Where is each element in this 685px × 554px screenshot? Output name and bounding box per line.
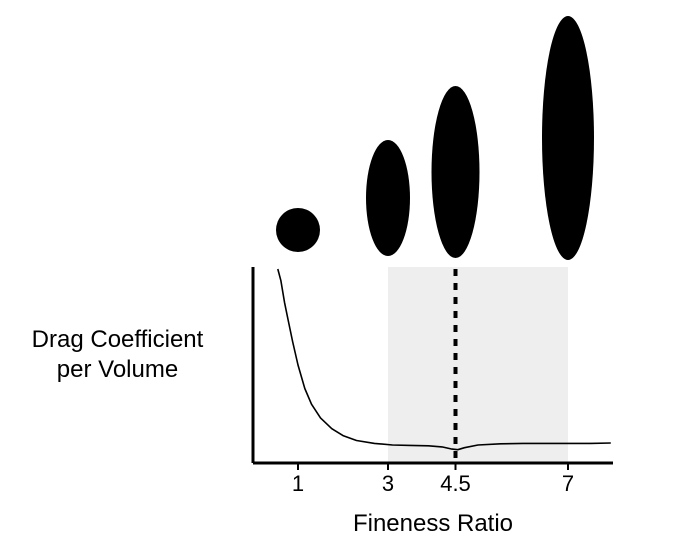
fineness-shape	[276, 208, 320, 252]
fineness-shape	[366, 140, 410, 256]
fineness-shape	[432, 86, 480, 258]
figure-root: { "chart": { "type": "line", "xlabel": "…	[0, 0, 685, 554]
shape-illustrations	[0, 0, 685, 267]
fineness-shape	[542, 16, 594, 260]
shaded-region	[388, 267, 568, 463]
